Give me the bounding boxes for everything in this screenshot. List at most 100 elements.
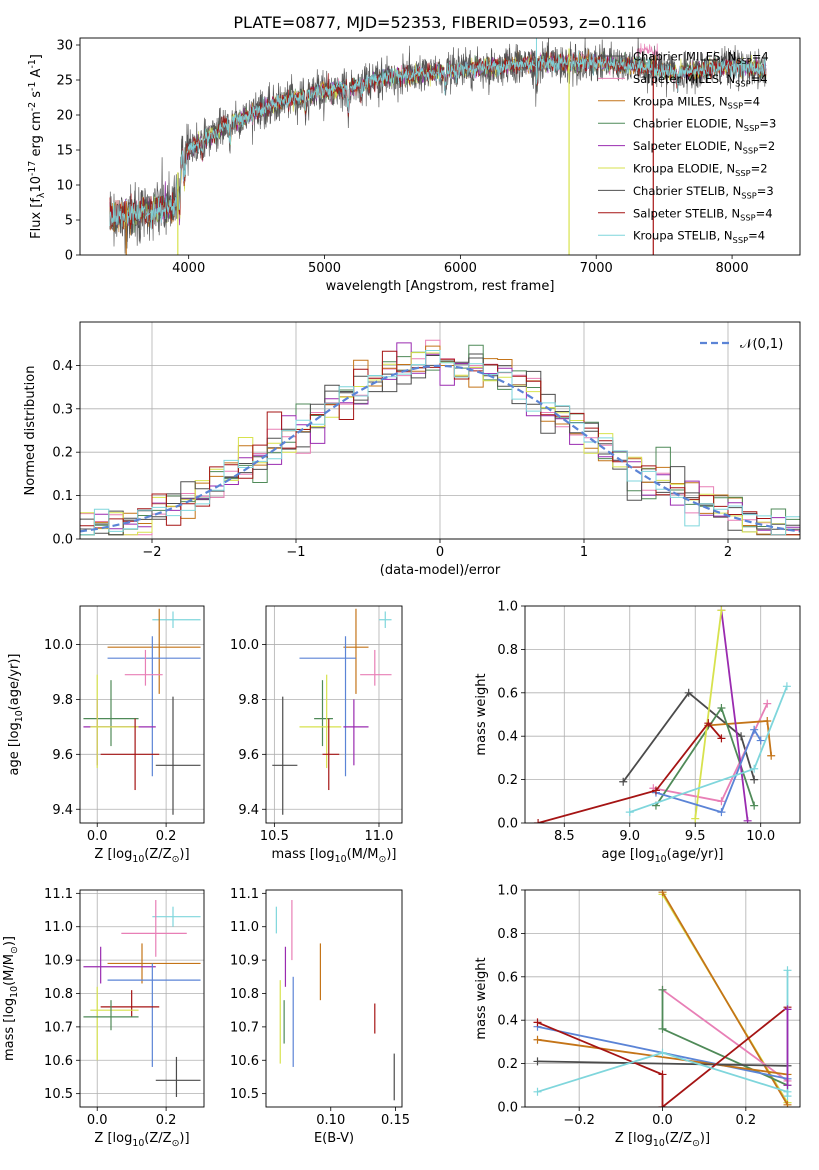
weight-line (537, 1006, 789, 1107)
y-tick-label: 0.4 (497, 730, 518, 745)
error-cross (152, 611, 201, 628)
y-tick-label: 0.6 (497, 970, 518, 985)
x-tick-label: 10.5 (260, 829, 289, 844)
y-tick-label: 0.8 (497, 927, 518, 942)
plot-layer: 4000 5000 6000 7000 8000051015202530waveleng… (2, 37, 801, 1149)
error-cross (152, 906, 201, 927)
axes-age_vs_Z: 0.0 0.2 9.4 9.6 9.8 10.0 Z [log10(Z/Z⊙)] age [l… (7, 605, 205, 865)
error-cross (107, 608, 201, 694)
axes-frame (79, 37, 801, 256)
y-tick-label: 10.9 (230, 954, 259, 969)
y-tick-label: 11.1 (44, 887, 73, 902)
weight-marker (783, 1100, 792, 1107)
y-tick-label: 25 (56, 74, 73, 89)
ticks: 0.0 0.2 10.5 10.6 10.7 10.8 10.9 11.0 11.1 (44, 887, 204, 1128)
y-tick-label: 5 (65, 214, 73, 229)
error-cross (272, 696, 298, 815)
weight-marker (658, 1070, 667, 1079)
weight-marker (658, 1103, 667, 1107)
plot-area (534, 606, 791, 823)
error-cross (121, 900, 187, 957)
spectrum-legend: Chabrier MILES, NSSP=4 Salpeter MILES, NS… (598, 50, 776, 245)
x-axis-label: Z [log10(Z/Z⊙)] (94, 847, 189, 865)
error-cross (83, 680, 139, 747)
weight-line (537, 1038, 788, 1076)
weight-line (622, 691, 756, 783)
x-tick-label: 0.0 (87, 1113, 108, 1128)
ticks: 0.0 0.2 9.4 9.6 9.8 10.0 (44, 606, 204, 844)
ticks: 10.5 11.0 9.4 9.6 9.8 10.0 (230, 606, 402, 844)
weight-marker (704, 719, 713, 728)
y-tick-label: 10.5 (230, 1087, 259, 1102)
y-axis-label: Flux [fλ10-17 erg cm-2 s-1 A-1] (27, 54, 47, 239)
error-cross (124, 649, 163, 686)
weight-marker (763, 717, 772, 726)
y-tick-label: 0.2 (497, 1057, 518, 1072)
legend-label: Salpeter STELIB, NSSP=4 (633, 206, 773, 222)
x-tick-label: 0.2 (156, 1113, 177, 1128)
y-tick-label: 9.4 (238, 803, 259, 818)
weight-marker (743, 816, 752, 823)
x-tick-label: 0.0 (87, 829, 108, 844)
weight-line (537, 1060, 788, 1067)
weight-marker (717, 797, 726, 806)
weight-marker (783, 1005, 792, 1014)
y-tick-label: 1.0 (497, 600, 518, 615)
weight-marker (763, 699, 772, 708)
y-tick-label: 9.6 (238, 748, 259, 763)
x-tick-label: 5000 (308, 261, 341, 276)
x-tick-label: 0 (436, 545, 444, 560)
axes-frame (265, 605, 403, 824)
y-tick-label: 0.8 (497, 643, 518, 658)
axes-frame (524, 605, 801, 824)
legend-label: Salpeter MILES, NSSP=4 (633, 72, 768, 88)
x-tick-label: 1 (580, 545, 588, 560)
y-axis-label: mass weight (474, 957, 489, 1039)
weight-marker (684, 688, 693, 697)
y-tick-label: 10.7 (230, 1020, 259, 1035)
legend-label: Chabrier STELIB, NSSP=3 (633, 184, 774, 200)
axes-frame (79, 889, 205, 1108)
weight-marker (750, 775, 759, 784)
error-cross (107, 943, 201, 984)
y-tick-label: 10.6 (44, 1054, 73, 1069)
y-tick-label: 1.0 (497, 884, 518, 899)
y-tick-label: 10.8 (230, 987, 259, 1002)
x-tick-label: 0.15 (381, 1113, 410, 1128)
x-tick-label: −1 (286, 545, 305, 560)
x-tick-label: 2 (724, 545, 732, 560)
weight-line (694, 610, 723, 819)
weight-line (720, 610, 749, 821)
y-tick-label: 15 (56, 144, 73, 159)
y-tick-label: 20 (56, 109, 73, 124)
weight-line (661, 989, 789, 1082)
y-tick-label: 11.0 (230, 920, 259, 935)
error-cross (90, 986, 139, 1061)
y-axis-label: mass weight (474, 673, 489, 755)
figure-title: PLATE=0877, MJD=52353, FIBERID=0593, z=0… (233, 13, 646, 32)
y-tick-label: 10.9 (44, 954, 73, 969)
weight-marker (737, 732, 746, 741)
ticks: 0.10 0.15 10.5 10.6 10.7 10.8 10.9 11.0 11.1 (230, 887, 410, 1128)
histogram-step (80, 350, 800, 536)
x-tick-label: 7000 (580, 261, 613, 276)
x-axis-label: age [log10(age/yr)] (601, 847, 723, 865)
plot-area (275, 900, 395, 1101)
axes-mass_vs_EBV: 0.10 0.15 10.5 10.6 10.7 10.8 10.9 11.0 11.1 E(B-… (230, 887, 410, 1146)
weight-marker (717, 606, 726, 615)
weight-marker (533, 1018, 542, 1027)
axes-frame (265, 889, 403, 1108)
weight-marker (767, 751, 776, 760)
error-cross (314, 680, 333, 747)
weight-marker (533, 1087, 542, 1096)
weight-line (661, 891, 789, 1106)
error-cross (155, 696, 201, 815)
x-tick-label: 11.0 (365, 829, 394, 844)
axes-spectrum: 4000 5000 6000 7000 8000 0 5 10 15 20 25 30 waveleng… (27, 37, 801, 294)
x-tick-label: −0.2 (563, 1113, 595, 1128)
x-tick-label: −2 (142, 545, 161, 560)
spectrum-line (109, 38, 767, 249)
weight-marker (658, 985, 667, 994)
x-tick-label: 0.10 (316, 1113, 345, 1128)
weight-marker (750, 764, 759, 773)
